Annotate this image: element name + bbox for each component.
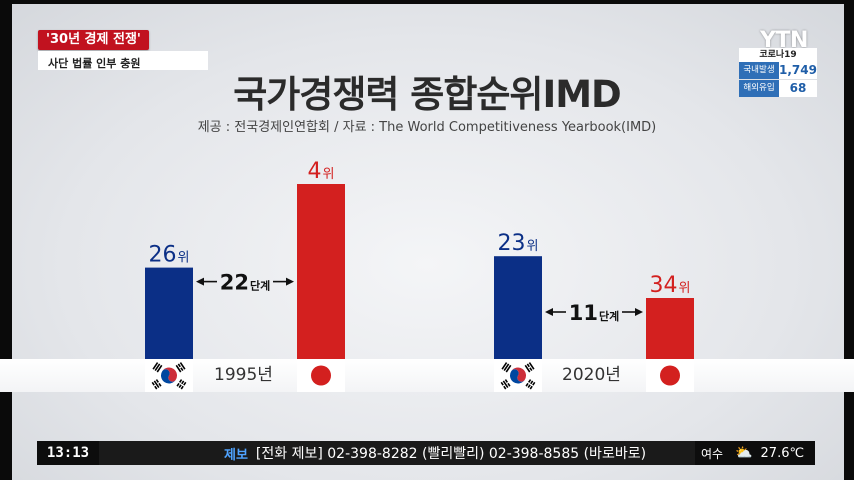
- covid-row-overseas: 해외유입 68: [739, 80, 817, 97]
- ticker-text: [전화 제보] 02-398-8282 (빨리빨리) 02-398-8585 (…: [255, 446, 647, 462]
- covid-value: 1,749: [779, 62, 817, 79]
- frame-edge: [0, 0, 854, 4]
- korea-flag-icon: [145, 359, 193, 392]
- weather-box: 여수 ⛅ 27.6℃: [695, 441, 815, 465]
- category-band: [0, 359, 854, 392]
- news-caption-sub: 사단 법률 인부 충원: [38, 51, 208, 70]
- gap-arrow-head: [286, 277, 294, 286]
- covid-stats-box: 코로나19 국내발생 1,749 해외유입 68: [739, 48, 817, 97]
- japan-flag-icon: [646, 359, 694, 392]
- chart-subtitle: 제공 : 전국경제인연합회 / 자료 : The World Competiti…: [197, 120, 657, 135]
- gap-arrow-head: [196, 277, 204, 286]
- covid-title: 코로나19: [739, 48, 817, 62]
- gap-arrow-head: [635, 308, 643, 316]
- flag-japan: [646, 359, 694, 392]
- weather-temperature: 27.6℃: [760, 445, 805, 461]
- bar-korea-0: [145, 267, 193, 359]
- frame-edge: [844, 0, 854, 480]
- covid-label: 해외유입: [739, 80, 779, 97]
- korea-flag-icon: [494, 359, 542, 392]
- bar-japan-1: [646, 298, 694, 359]
- flag-korea: [494, 359, 542, 392]
- year-label-2020: 2020년: [562, 365, 621, 385]
- chart-title: 국가경쟁력 종합순위IMD: [233, 73, 622, 116]
- flag-japan: [297, 359, 345, 392]
- covid-value: 68: [779, 80, 817, 97]
- flag-korea: [145, 359, 193, 392]
- rank-label-korea-0: 26위: [149, 243, 190, 268]
- rank-label-korea-1: 23위: [498, 231, 539, 256]
- news-caption-title: '30년 경제 전쟁': [38, 30, 149, 50]
- gap-arrow-head: [545, 308, 553, 316]
- bar-japan-0: [297, 184, 345, 359]
- japan-flag-icon: [297, 359, 345, 392]
- ticker-clock: 13:13: [37, 441, 99, 465]
- partly-cloudy-icon: ⛅: [735, 445, 753, 461]
- year-label-1995: 1995년: [214, 365, 273, 385]
- rank-label-japan-0: 4위: [308, 159, 335, 184]
- bar-korea-1: [494, 256, 542, 359]
- covid-row-domestic: 국내발생 1,749: [739, 62, 817, 79]
- gap-label-1: 11단계: [569, 301, 619, 325]
- ticker-tag: 제보: [224, 447, 248, 463]
- weather-city: 여수: [701, 446, 724, 461]
- gap-label-0: 22단계: [220, 271, 270, 295]
- rank-label-japan-1: 34위: [650, 273, 691, 298]
- news-ticker: 13:13 제보 [전화 제보] 02-398-8282 (빨리빨리) 02-3…: [37, 441, 815, 465]
- covid-label: 국내발생: [739, 62, 779, 79]
